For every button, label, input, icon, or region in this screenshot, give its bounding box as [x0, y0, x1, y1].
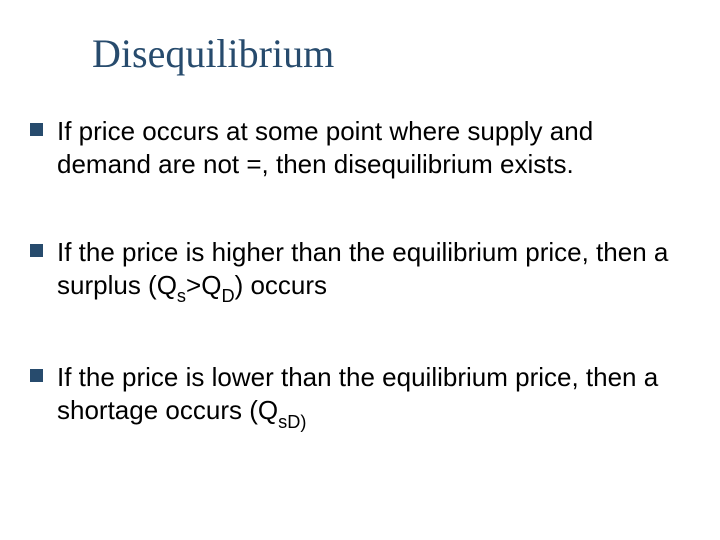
bullet-text: If the price is higher than the equilibr… — [57, 236, 690, 305]
bullet-text: If the price is lower than the equilibri… — [57, 361, 690, 430]
bullet-square-icon — [30, 244, 43, 257]
list-item: If the price is higher than the equilibr… — [30, 236, 690, 305]
bullet-square-icon — [30, 123, 43, 136]
list-item: If the price is lower than the equilibri… — [30, 361, 690, 430]
list-item: If price occurs at some point where supp… — [30, 115, 690, 180]
bullet-list: If price occurs at some point where supp… — [30, 115, 690, 431]
bullet-square-icon — [30, 369, 43, 382]
bullet-text: If price occurs at some point where supp… — [57, 115, 690, 180]
slide-title: Disequilibrium — [92, 30, 690, 77]
